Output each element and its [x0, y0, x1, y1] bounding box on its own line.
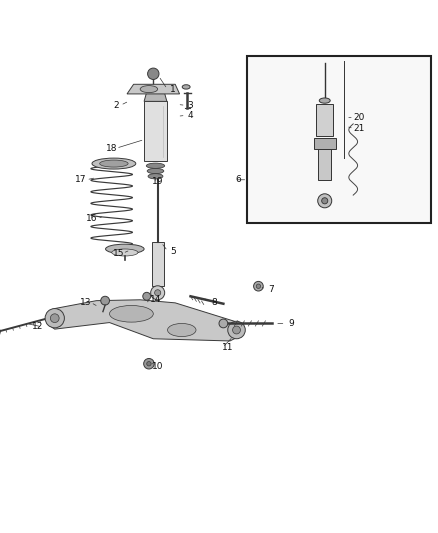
- Ellipse shape: [92, 158, 136, 169]
- Bar: [316, 104, 333, 135]
- Circle shape: [143, 292, 151, 300]
- Bar: [247, 56, 431, 223]
- Circle shape: [228, 321, 245, 339]
- Text: 3: 3: [187, 101, 194, 110]
- Text: 17: 17: [75, 175, 87, 184]
- Circle shape: [233, 326, 240, 334]
- Ellipse shape: [148, 174, 163, 179]
- Circle shape: [219, 319, 228, 328]
- Bar: [144, 101, 167, 161]
- Circle shape: [148, 68, 159, 79]
- Circle shape: [254, 281, 263, 291]
- Text: 10: 10: [152, 362, 163, 371]
- Text: 18: 18: [106, 144, 117, 153]
- Polygon shape: [50, 300, 239, 341]
- Circle shape: [155, 290, 161, 296]
- Text: 9: 9: [288, 319, 294, 328]
- Text: 11: 11: [222, 343, 233, 352]
- Polygon shape: [127, 84, 180, 94]
- Circle shape: [101, 296, 110, 305]
- Text: 21: 21: [353, 124, 365, 133]
- Text: 1: 1: [170, 85, 176, 94]
- Text: 14: 14: [150, 295, 161, 304]
- Circle shape: [147, 361, 151, 366]
- Ellipse shape: [182, 85, 190, 89]
- Circle shape: [45, 309, 64, 328]
- Text: 15: 15: [113, 249, 124, 258]
- Circle shape: [318, 194, 332, 208]
- Text: 13: 13: [80, 298, 91, 307]
- Polygon shape: [144, 93, 167, 101]
- Bar: [314, 138, 336, 149]
- Text: 8: 8: [212, 298, 218, 307]
- Text: 4: 4: [188, 111, 193, 120]
- Text: 5: 5: [170, 247, 176, 256]
- Bar: [152, 243, 164, 286]
- Circle shape: [256, 284, 261, 288]
- Ellipse shape: [106, 244, 144, 254]
- Text: 12: 12: [32, 322, 43, 332]
- Ellipse shape: [100, 160, 128, 167]
- Ellipse shape: [140, 86, 158, 93]
- Text: 6: 6: [236, 175, 242, 184]
- Ellipse shape: [112, 249, 138, 256]
- Text: 16: 16: [86, 214, 98, 223]
- Circle shape: [151, 286, 165, 300]
- Ellipse shape: [167, 324, 196, 336]
- Circle shape: [144, 359, 154, 369]
- Circle shape: [321, 198, 328, 204]
- Circle shape: [50, 314, 59, 322]
- Bar: [0, 328, 1, 337]
- Bar: [318, 149, 331, 181]
- Text: 19: 19: [152, 176, 163, 185]
- Ellipse shape: [147, 168, 164, 174]
- Ellipse shape: [319, 98, 330, 103]
- Text: 7: 7: [268, 285, 275, 294]
- Ellipse shape: [110, 305, 153, 322]
- Text: 20: 20: [353, 113, 365, 122]
- Text: 2: 2: [113, 101, 119, 110]
- Ellipse shape: [146, 163, 165, 168]
